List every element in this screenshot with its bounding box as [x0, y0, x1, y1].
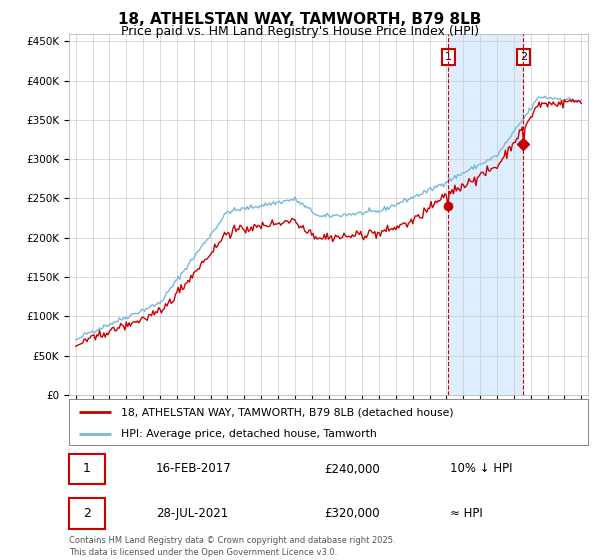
Text: 1: 1: [445, 52, 452, 62]
Text: £240,000: £240,000: [324, 463, 380, 475]
Text: 1: 1: [83, 463, 91, 475]
Text: 10% ↓ HPI: 10% ↓ HPI: [450, 463, 512, 475]
Text: Contains HM Land Registry data © Crown copyright and database right 2025.
This d: Contains HM Land Registry data © Crown c…: [69, 536, 395, 557]
Text: 2: 2: [520, 52, 527, 62]
Text: HPI: Average price, detached house, Tamworth: HPI: Average price, detached house, Tamw…: [121, 429, 377, 438]
Text: ≈ HPI: ≈ HPI: [450, 507, 483, 520]
Bar: [448, 34, 523, 395]
Text: 18, ATHELSTAN WAY, TAMWORTH, B79 8LB (detached house): 18, ATHELSTAN WAY, TAMWORTH, B79 8LB (de…: [121, 407, 454, 417]
Text: 16-FEB-2017: 16-FEB-2017: [156, 463, 232, 475]
Text: 2: 2: [83, 507, 91, 520]
Text: Price paid vs. HM Land Registry's House Price Index (HPI): Price paid vs. HM Land Registry's House …: [121, 25, 479, 38]
Text: 28-JUL-2021: 28-JUL-2021: [156, 507, 228, 520]
Text: £320,000: £320,000: [324, 507, 380, 520]
Text: 18, ATHELSTAN WAY, TAMWORTH, B79 8LB: 18, ATHELSTAN WAY, TAMWORTH, B79 8LB: [118, 12, 482, 27]
